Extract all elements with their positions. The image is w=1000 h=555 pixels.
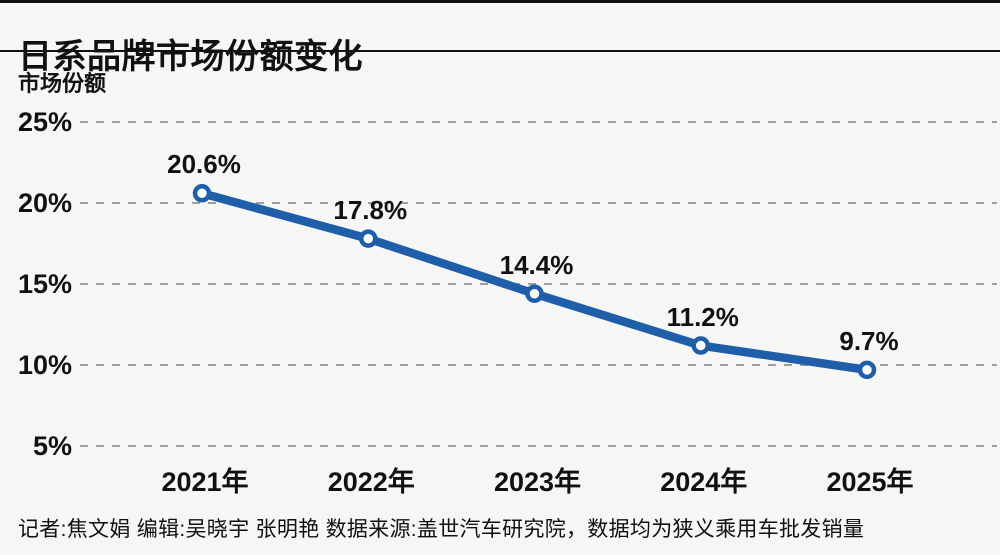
data-point-label: 9.7% [839, 325, 899, 356]
data-point-label: 17.8% [333, 194, 408, 225]
data-point-label: 14.4% [499, 249, 574, 280]
footer-credits: 记者:焦文娟 编辑:吴晓宇 张明艳 数据来源:盖世汽车研究院，数据均为狭义乘用车… [18, 518, 865, 541]
top-border-rule [0, 0, 1000, 3]
x-tick-label: 2022年 [327, 467, 415, 497]
x-tick-label: 2023年 [493, 467, 582, 497]
data-point-label: 11.2% [666, 301, 739, 332]
data-point-marker [525, 284, 544, 303]
y-axis-title: 市场份额 [18, 71, 107, 96]
x-tick-label: 2025年 [826, 467, 914, 497]
data-point-marker [192, 184, 212, 203]
data-point-marker [691, 336, 710, 355]
y-tick-label: 20% [17, 188, 72, 218]
x-tick-label: 2024年 [660, 467, 748, 497]
page-title: 日系品牌市场份额变化 [18, 37, 363, 76]
y-tick-label: 10% [17, 350, 72, 380]
y-tick-label: 5% [32, 431, 72, 461]
data-point-marker [857, 360, 877, 380]
data-point-marker [359, 229, 378, 248]
data-point-label: 20.6% [167, 149, 241, 180]
y-tick-label: 15% [17, 269, 72, 299]
title-divider [0, 50, 1000, 52]
x-tick-label: 2021年 [161, 467, 249, 497]
y-tick-label: 25% [17, 107, 72, 137]
